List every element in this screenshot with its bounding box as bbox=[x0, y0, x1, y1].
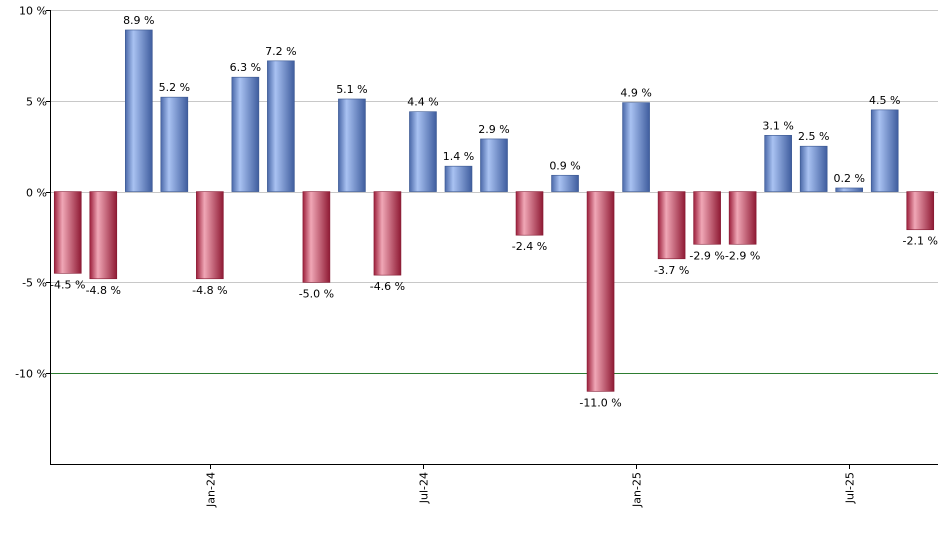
bar-Oct-23 bbox=[89, 191, 118, 280]
bar-Apr-24 bbox=[302, 191, 331, 283]
data-label-Aug-25: 4.5 % bbox=[869, 94, 900, 107]
data-label-Dec-23: 5.2 % bbox=[159, 81, 190, 94]
data-label-Nov-24: 0.9 % bbox=[549, 159, 580, 172]
data-label-Dec-24: -11.0 % bbox=[579, 396, 621, 409]
data-label-Sep-23: -4.5 % bbox=[50, 278, 85, 291]
x-tick-label: Jan-25 bbox=[631, 472, 644, 508]
bar-Mar-24 bbox=[267, 60, 295, 192]
bar-Apr-25 bbox=[728, 191, 757, 245]
bar-Jun-25 bbox=[799, 145, 828, 192]
data-label-Jun-24: -4.6 % bbox=[370, 280, 405, 293]
bar-Aug-24 bbox=[444, 165, 473, 192]
bar-Jan-25 bbox=[622, 102, 650, 192]
x-tick-labels: Jan-24 Jul-24 Jan-25 Jul-25 bbox=[205, 472, 857, 508]
x-tick-label: Jan-24 bbox=[205, 472, 218, 508]
bar-Feb-24 bbox=[231, 76, 260, 192]
data-label-Aug-24: 1.4 % bbox=[443, 150, 474, 163]
data-label-Apr-24: -5.0 % bbox=[299, 287, 334, 300]
bar-Mar-25 bbox=[693, 191, 721, 245]
data-label-Oct-23: -4.8 % bbox=[86, 284, 121, 297]
data-label-May-24: 5.1 % bbox=[336, 83, 367, 96]
data-label-Jul-24: 4.4 % bbox=[407, 96, 438, 109]
bar-Aug-25 bbox=[870, 109, 899, 192]
data-label-Nov-23: 8.9 % bbox=[123, 14, 154, 27]
data-label-Oct-24: -2.4 % bbox=[512, 240, 547, 253]
data-labels: -4.5 % -4.8 %8.9 %5.2 %-4.8 %6.3 %7.2 %-5… bbox=[50, 14, 938, 409]
bar-Oct-24 bbox=[515, 191, 544, 236]
data-label-Feb-24: 6.3 % bbox=[230, 61, 261, 74]
y-tick-label: -10 % bbox=[15, 368, 47, 381]
data-label-Jul-25: 0.2 % bbox=[833, 172, 864, 185]
y-tick-label: 10 % bbox=[19, 5, 47, 18]
y-tick-label: -5 % bbox=[22, 277, 47, 290]
bar-Jan-24 bbox=[196, 191, 224, 280]
data-label-Apr-25: -2.9 % bbox=[725, 249, 760, 262]
bar-Sep-25 bbox=[906, 191, 935, 231]
x-tick-label: Jul-25 bbox=[844, 472, 857, 504]
y-tick-label: 5 % bbox=[26, 96, 47, 109]
bars bbox=[53, 29, 935, 392]
bar-Jul-25 bbox=[835, 187, 863, 192]
bar-May-24 bbox=[338, 98, 366, 192]
y-tick-labels: 10 % 5 % 0 % -5 % -10 % bbox=[15, 5, 47, 381]
data-label-Jan-25: 4.9 % bbox=[620, 87, 651, 100]
data-label-Mar-24: 7.2 % bbox=[265, 45, 296, 58]
data-label-Mar-25: -2.9 % bbox=[689, 249, 724, 262]
bar-Dec-23 bbox=[160, 96, 189, 192]
bar-May-25 bbox=[764, 135, 792, 192]
x-tick-label: Jul-24 bbox=[418, 472, 431, 504]
data-label-Sep-24: 2.9 % bbox=[478, 123, 509, 136]
bar-Nov-24 bbox=[551, 174, 579, 192]
y-tick-label: 0 % bbox=[26, 187, 47, 200]
bar-Sep-24 bbox=[480, 138, 508, 192]
data-label-Feb-25: -3.7 % bbox=[654, 264, 689, 277]
bar-Sep-23 bbox=[53, 191, 82, 274]
bar-Dec-24 bbox=[586, 191, 615, 392]
data-label-Sep-25: -2.1 % bbox=[903, 235, 938, 248]
bar-Feb-25 bbox=[657, 191, 686, 260]
bar-Jun-24 bbox=[373, 191, 402, 276]
axes bbox=[46, 10, 938, 469]
data-label-May-25: 3.1 % bbox=[762, 119, 793, 132]
data-label-Jan-24: -4.8 % bbox=[192, 284, 227, 297]
bar-Nov-23 bbox=[125, 29, 153, 192]
data-label-Jun-25: 2.5 % bbox=[798, 130, 829, 143]
bar-Jul-24 bbox=[409, 111, 437, 192]
